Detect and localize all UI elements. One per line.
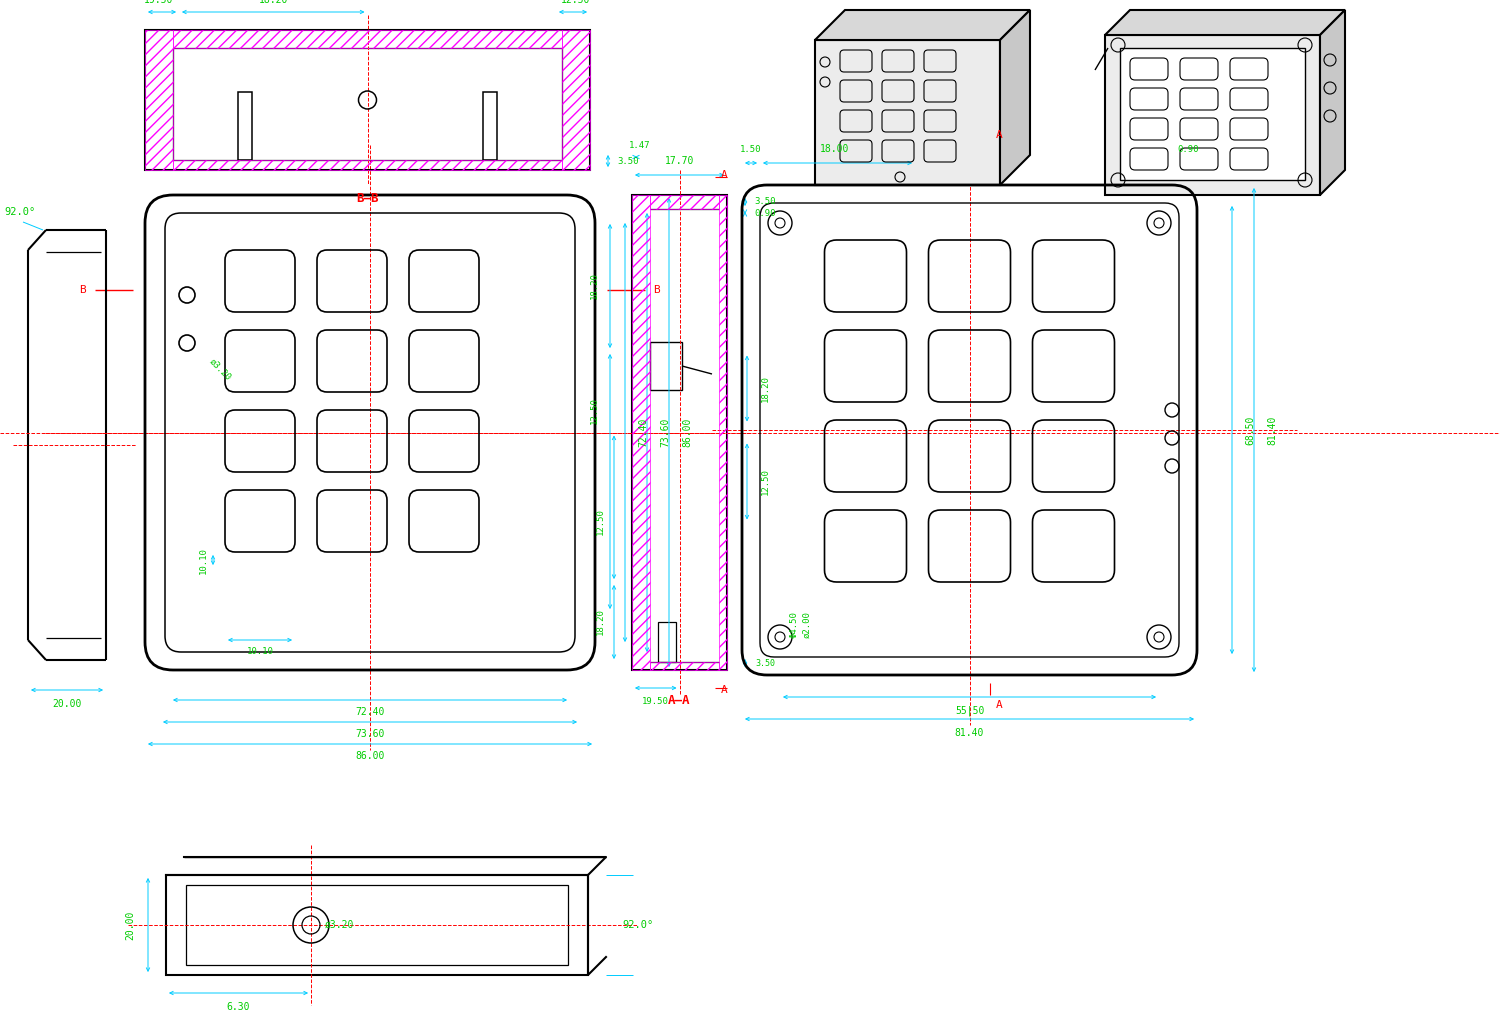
Text: 81.40: 81.40: [956, 728, 984, 738]
Text: 12.50: 12.50: [760, 468, 770, 495]
Text: B: B: [654, 285, 660, 295]
Text: B—B: B—B: [357, 191, 378, 205]
Text: ø2.00: ø2.00: [802, 611, 812, 638]
Text: 1.50: 1.50: [741, 145, 762, 153]
Text: 0.90: 0.90: [754, 209, 776, 217]
Polygon shape: [1000, 10, 1030, 185]
Polygon shape: [1106, 35, 1320, 195]
Text: A—A: A—A: [669, 694, 690, 706]
Text: 72.40: 72.40: [356, 707, 384, 717]
Bar: [632, 195, 728, 670]
Text: 3.50: 3.50: [754, 197, 776, 207]
Bar: [483, 92, 496, 160]
Text: 10.10: 10.10: [246, 647, 273, 657]
Text: ø3.20: ø3.20: [324, 920, 354, 930]
Text: 86.00: 86.00: [682, 418, 692, 447]
Text: 20.00: 20.00: [124, 910, 135, 940]
Text: 55|50: 55|50: [956, 706, 984, 717]
Text: 6.30: 6.30: [226, 1002, 251, 1012]
Text: Φ4.50: Φ4.50: [789, 611, 798, 638]
Text: 18.20: 18.20: [760, 375, 770, 402]
Polygon shape: [1320, 10, 1346, 195]
Bar: [166, 875, 588, 975]
Text: 73.60: 73.60: [356, 729, 384, 739]
Text: ø3.20: ø3.20: [207, 358, 232, 383]
Text: 10.10: 10.10: [198, 548, 207, 575]
Bar: [650, 342, 682, 390]
Text: 92.0°: 92.0°: [4, 207, 36, 217]
Polygon shape: [1106, 10, 1346, 35]
Text: 1.47: 1.47: [630, 141, 651, 150]
Polygon shape: [815, 40, 1001, 185]
Text: 12.50: 12.50: [590, 397, 598, 424]
Text: 18.20: 18.20: [590, 273, 598, 300]
Text: A: A: [722, 685, 728, 695]
Bar: [146, 30, 590, 170]
Text: A: A: [722, 170, 728, 180]
Bar: [658, 622, 676, 662]
Text: 19.50: 19.50: [642, 698, 669, 706]
Text: 72.40: 72.40: [638, 418, 648, 447]
Text: 86.00: 86.00: [356, 751, 384, 761]
Text: 81.40: 81.40: [1268, 416, 1276, 445]
Text: B: B: [80, 285, 87, 295]
Text: 3.50: 3.50: [754, 659, 776, 668]
Bar: [238, 92, 252, 160]
Text: A: A: [996, 130, 1004, 140]
Text: 12.50: 12.50: [596, 509, 604, 536]
Text: 20.00: 20.00: [53, 699, 81, 709]
Text: 18.20: 18.20: [258, 0, 288, 5]
Text: 18.00: 18.00: [821, 144, 849, 154]
Text: 18.20: 18.20: [596, 609, 604, 636]
Bar: [186, 885, 568, 965]
Text: 68.50: 68.50: [1245, 416, 1256, 445]
Text: 17.70: 17.70: [664, 156, 694, 166]
Text: 19.50: 19.50: [144, 0, 174, 5]
Text: A: A: [996, 700, 1004, 710]
Polygon shape: [1120, 48, 1305, 180]
Text: 73.60: 73.60: [660, 418, 670, 447]
Polygon shape: [815, 10, 1031, 40]
Text: 3.50: 3.50: [618, 156, 639, 165]
Text: 12.50: 12.50: [561, 0, 591, 5]
Text: 92.0°: 92.0°: [622, 920, 654, 930]
Text: 0.90: 0.90: [1178, 145, 1198, 153]
